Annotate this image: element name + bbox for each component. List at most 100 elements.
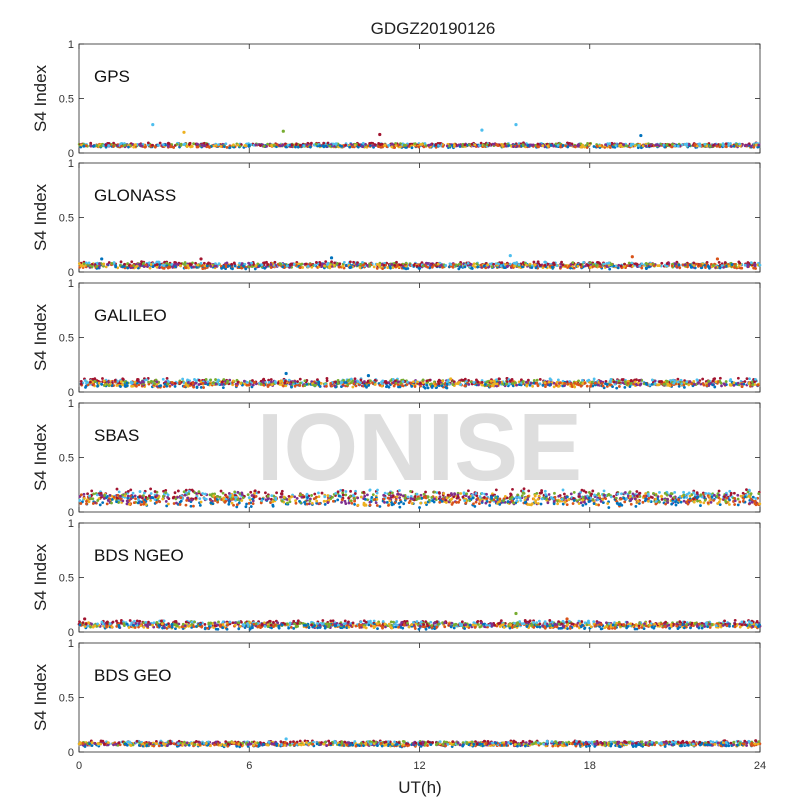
data-point (640, 382, 643, 385)
data-point (399, 386, 402, 389)
data-point (333, 261, 336, 264)
data-point (729, 142, 732, 145)
data-point (732, 145, 735, 148)
data-point (625, 144, 628, 147)
data-point (286, 265, 289, 268)
data-point (244, 144, 247, 147)
data-point (214, 378, 217, 381)
data-point (623, 500, 626, 503)
data-point (720, 385, 723, 388)
data-point (350, 266, 353, 269)
data-point (459, 145, 462, 148)
data-point (299, 144, 302, 147)
data-point (702, 501, 705, 504)
data-point (609, 146, 612, 149)
data-point (243, 380, 246, 383)
data-point (754, 383, 757, 386)
data-point (489, 380, 492, 383)
data-point (544, 385, 547, 388)
data-point (94, 380, 97, 383)
data-point (351, 386, 354, 389)
data-point (327, 265, 330, 268)
data-point (177, 490, 180, 493)
data-point (334, 381, 337, 384)
data-point (513, 265, 516, 268)
data-point (422, 378, 425, 381)
data-point (226, 380, 229, 383)
data-point (507, 144, 510, 147)
data-point (394, 144, 397, 147)
data-point (333, 384, 336, 387)
data-point (348, 146, 351, 149)
data-point (393, 264, 396, 267)
data-point (685, 380, 688, 383)
data-point (169, 145, 172, 148)
data-point (346, 384, 349, 387)
data-point (378, 263, 381, 266)
data-point (201, 382, 204, 385)
data-point (418, 267, 421, 270)
data-point (262, 381, 265, 384)
data-point (96, 144, 99, 147)
data-point (386, 384, 389, 387)
data-point (318, 144, 321, 147)
data-point (737, 377, 740, 380)
data-point (289, 383, 292, 386)
data-point (209, 265, 212, 268)
data-point (129, 488, 132, 491)
data-point (84, 386, 87, 389)
data-point (402, 385, 405, 388)
data-point (606, 502, 609, 505)
data-point (344, 144, 347, 147)
data-point (467, 262, 470, 265)
data-point (435, 143, 438, 146)
data-point (670, 503, 673, 506)
data-point (132, 146, 135, 149)
data-point (317, 381, 320, 384)
y-tick-label: 1 (68, 39, 74, 51)
data-point (522, 144, 525, 147)
data-point (471, 267, 474, 270)
data-point (521, 266, 524, 269)
data-point (329, 382, 332, 385)
data-point (215, 383, 218, 386)
data-point (145, 264, 148, 267)
data-point (729, 379, 732, 382)
data-point (169, 385, 172, 388)
data-point (742, 492, 745, 495)
data-point (428, 379, 431, 382)
data-point (273, 144, 276, 147)
data-point (399, 146, 402, 149)
data-point (84, 379, 87, 382)
data-point (604, 382, 607, 385)
data-point (427, 387, 430, 390)
data-point (351, 145, 354, 148)
data-point (230, 263, 233, 266)
data-point (697, 381, 700, 384)
data-point (274, 261, 277, 264)
data-point (476, 266, 479, 269)
data-point (186, 144, 189, 147)
data-point (544, 381, 547, 384)
data-point (644, 145, 647, 148)
data-point (265, 145, 268, 148)
data-point-spike (199, 257, 202, 260)
data-point (208, 146, 211, 149)
data-point (439, 142, 442, 145)
data-point (323, 265, 326, 268)
data-point (444, 264, 447, 267)
data-point (483, 264, 486, 267)
data-point (653, 264, 656, 267)
data-point (535, 266, 538, 269)
data-point (537, 145, 540, 148)
data-point (206, 143, 209, 146)
data-point (245, 503, 248, 506)
data-point (284, 145, 287, 148)
data-point (438, 501, 441, 504)
data-point (597, 384, 600, 387)
data-point (337, 382, 340, 385)
data-point (416, 381, 419, 384)
data-point (674, 262, 677, 265)
data-point (584, 264, 587, 267)
data-point (421, 143, 424, 146)
